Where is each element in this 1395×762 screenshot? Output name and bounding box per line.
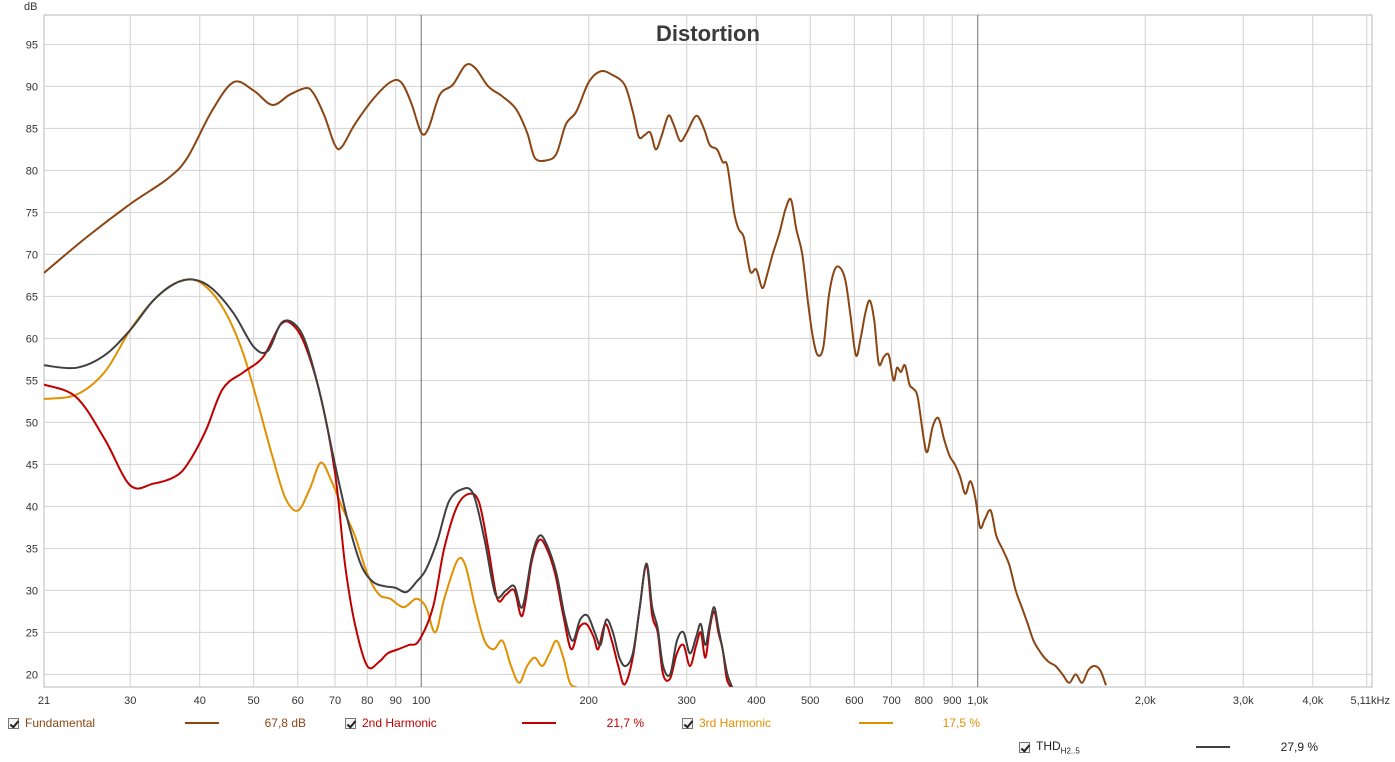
checkbox-3rd-harmonic[interactable] [682,717,693,729]
legend-value-fundamental: 67,8 dB [264,716,306,730]
x-tick-label: 400 [747,695,765,707]
x-tick-label: 600 [845,695,863,707]
y-tick-label: 35 [26,543,38,555]
y-axis-label: dB [24,1,37,13]
series-line-3rd-harmonic [44,278,577,687]
legend-item-fundamental[interactable]: Fundamental [8,714,95,732]
y-tick-label: 85 [26,123,38,135]
grid [44,15,1372,687]
x-tick-label: 40 [194,695,206,707]
x-tick-label: 70 [329,695,341,707]
x-tick-label: 500 [801,695,819,707]
plot-area [43,14,1373,688]
series-line-thd [44,278,734,687]
legend-swatch-3rd-harmonic [859,722,893,724]
x-tick-label: 900 [943,695,961,707]
x-tick-label: 3,0k [1233,695,1254,707]
y-tick-label: 40 [26,501,38,513]
y-tick-label: 60 [26,333,38,345]
legend-item-thd[interactable]: THDH2..5 [1019,738,1080,756]
x-tick-label: 80 [361,695,373,707]
x-tick-label: 800 [915,695,933,707]
x-tick-label: 200 [580,695,598,707]
chart-title: Distortion [656,21,760,46]
y-tick-label: 30 [26,585,38,597]
x-tick-label: 700 [882,695,900,707]
x-tick-label: 300 [678,695,696,707]
y-tick-label: 75 [26,207,38,219]
thd-label-subscript: H2..5 [1060,746,1080,756]
legend-value-thd: 27,9 % [1280,740,1318,754]
x-tick-label: 5,11kHz [1350,695,1390,707]
y-tick-label: 55 [26,375,38,387]
x-tick-label: 30 [124,695,136,707]
legend-value-2nd-harmonic: 21,7 % [606,716,644,730]
legend-label-fundamental: Fundamental [25,716,96,730]
y-tick-label: 20 [26,669,38,681]
legend-item-2nd-harmonic[interactable]: 2nd Harmonic [345,714,437,732]
x-axis-ticks: 21 30 40 50 60 70 80 90 100 200 300 400 500 600 700 800… [38,695,1390,707]
y-tick-label: 50 [26,417,38,429]
x-tick-label: 50 [248,695,260,707]
legend-swatch-thd [1196,746,1230,748]
legend-label-2nd-harmonic: 2nd Harmonic [362,716,437,730]
series-line-fundamental [44,63,1107,686]
x-tick-label: 100 [412,695,430,707]
x-tick-label: 4,0k [1302,695,1323,707]
checkbox-fundamental[interactable] [8,717,19,729]
x-tick-label: 2,0k [1135,695,1156,707]
checkbox-2nd-harmonic[interactable] [345,717,356,729]
checkbox-thd[interactable] [1019,741,1030,753]
x-tick-label: 1,0k [967,695,988,707]
series-group [44,63,1107,687]
x-tick-label: 60 [292,695,304,707]
y-tick-label: 95 [26,39,38,51]
legend-label-thd: THDH2..5 [1036,739,1080,755]
y-tick-label: 45 [26,459,38,471]
x-tick-label: 21 [38,695,50,707]
x-tick-label: 90 [390,695,402,707]
y-tick-label: 70 [26,249,38,261]
y-tick-label: 25 [26,627,38,639]
legend-swatch-2nd-harmonic [522,722,556,724]
y-axis-ticks: 20 25 30 35 40 45 50 55 60 65 70 75 80 85 90 95 [26,39,38,681]
y-tick-label: 80 [26,165,38,177]
legend-swatch-fundamental [185,722,219,724]
legend-label-3rd-harmonic: 3rd Harmonic [699,716,772,730]
y-tick-label: 90 [26,81,38,93]
y-tick-label: 65 [26,291,38,303]
legend-item-3rd-harmonic[interactable]: 3rd Harmonic [682,714,771,732]
thd-label-text: THD [1036,738,1061,753]
legend-value-3rd-harmonic: 17,5 % [942,716,980,730]
